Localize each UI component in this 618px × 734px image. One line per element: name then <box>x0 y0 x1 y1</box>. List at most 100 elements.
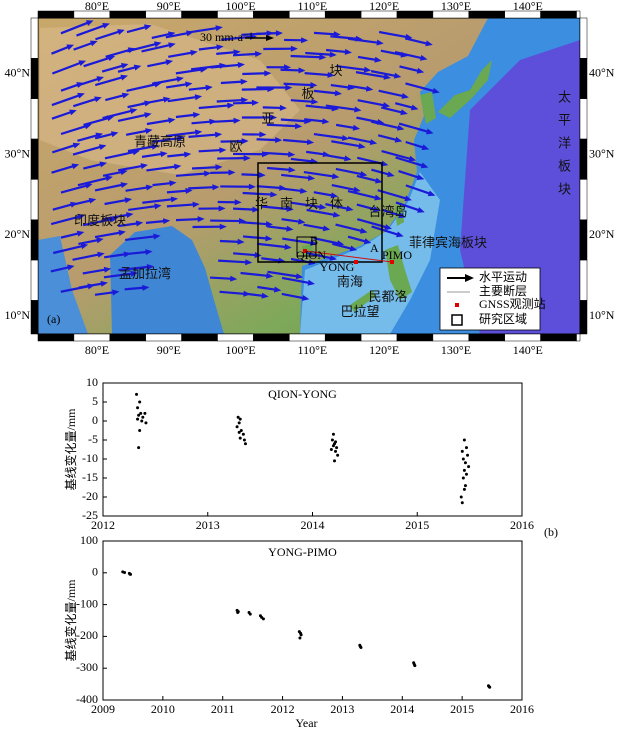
velocity-arrow <box>101 64 125 73</box>
velocity-arrow <box>347 136 373 144</box>
velocity-arrow-head <box>190 49 198 56</box>
velocity-arrow <box>151 77 180 85</box>
velocity-arrow <box>281 173 311 180</box>
velocity-arrow-head <box>145 249 153 256</box>
velocity-arrow <box>50 265 70 273</box>
taiwan <box>395 200 404 226</box>
velocity-arrow-head <box>194 94 203 101</box>
velocity-arrow <box>175 172 207 177</box>
y-tick-label: 10 <box>86 375 98 389</box>
velocity-arrow <box>167 153 187 158</box>
velocity-arrow <box>102 109 133 120</box>
velocity-arrow <box>95 30 121 41</box>
velocity-arrow <box>52 203 74 211</box>
site-label: QION <box>296 248 326 262</box>
velocity-arrow-head <box>90 40 98 47</box>
legend-label: 研究区域 <box>479 311 527 326</box>
data-point <box>459 495 463 499</box>
velocity-arrow <box>371 225 400 237</box>
velocity-arrow-head <box>417 207 425 213</box>
velocity-arrow-head <box>387 171 395 178</box>
frame-band <box>579 259 588 301</box>
velocity-arrow <box>94 183 124 192</box>
velocity-arrow-head <box>258 172 266 179</box>
velocity-arrow <box>304 118 325 123</box>
velocity-arrow <box>261 257 281 262</box>
data-point <box>237 421 241 425</box>
velocity-arrow-head <box>105 175 113 182</box>
velocity-arrow-head <box>85 20 94 26</box>
velocity-arrow <box>141 43 172 53</box>
data-point <box>140 419 144 423</box>
frame-band <box>30 219 39 261</box>
velocity-arrow <box>398 122 430 134</box>
frame-band <box>324 333 362 342</box>
data-point <box>248 612 252 616</box>
velocity-arrow-head <box>380 160 389 167</box>
y-tick-label: -300 <box>76 660 98 674</box>
y-tick-label: -200 <box>76 628 98 642</box>
velocity-arrow-head <box>344 155 352 162</box>
velocity-arrow-head <box>107 55 116 62</box>
small-box <box>296 236 317 257</box>
velocity-arrow-head <box>329 51 337 58</box>
velocity-arrow-head <box>243 155 251 162</box>
velocity-arrow <box>335 167 363 176</box>
velocity-arrow-head <box>204 170 212 177</box>
frame-band <box>579 219 588 261</box>
plateau <box>40 24 300 175</box>
velocity-arrow <box>191 166 218 170</box>
velocity-arrow-head <box>130 270 138 277</box>
frame-band <box>579 138 588 180</box>
data-point <box>488 685 492 689</box>
baseline <box>305 250 393 263</box>
frame-band <box>432 333 470 342</box>
velocity-arrow-head <box>349 245 358 252</box>
velocity-arrow <box>303 223 326 230</box>
velocity-arrow <box>151 32 171 40</box>
velocity-arrow <box>102 170 124 177</box>
y-tick-label: -5 <box>88 432 98 446</box>
frame-band <box>30 138 39 180</box>
velocity-arrow <box>78 238 99 246</box>
velocity-arrow <box>126 83 157 92</box>
velocity-arrow-head <box>241 97 249 104</box>
velocity-arrow <box>357 55 378 62</box>
velocity-arrow-head <box>299 187 308 194</box>
velocity-arrow-head <box>363 238 372 245</box>
velocity-arrow <box>77 133 99 142</box>
velocity-arrow <box>72 97 98 108</box>
velocity-arrow <box>256 242 287 249</box>
velocity-arrow-head <box>71 163 80 170</box>
velocity-arrow <box>282 187 303 193</box>
velocity-arrow-head <box>142 284 150 291</box>
velocity-arrow-head <box>99 161 108 168</box>
velocity-arrow-head <box>214 131 223 138</box>
velocity-arrow-head <box>396 124 405 131</box>
data-point <box>336 453 340 457</box>
velocity-arrow-head <box>310 82 318 89</box>
velocity-arrow-head <box>252 206 260 213</box>
velocity-arrow-head <box>96 76 105 82</box>
velocity-arrow <box>398 170 420 179</box>
velocity-arrow <box>399 65 420 73</box>
data-point <box>463 484 467 488</box>
frame-band <box>30 179 39 220</box>
data-point <box>236 415 240 419</box>
velocity-arrow-head <box>332 211 341 218</box>
velocity-arrow-head <box>394 136 403 143</box>
velocity-arrow <box>331 183 357 192</box>
velocity-arrow-head <box>301 37 309 44</box>
velocity-arrow-head <box>290 45 298 52</box>
legend-area <box>451 314 463 326</box>
region-label: 青藏高原 <box>134 134 186 149</box>
velocity-arrow <box>125 235 156 242</box>
velocity-arrow <box>233 252 257 257</box>
velocity-arrow-head <box>163 96 171 103</box>
pacific-plate-label: 太平洋板块 <box>556 90 571 205</box>
velocity-arrow <box>281 218 301 223</box>
velocity-arrow <box>280 118 307 123</box>
velocity-arrow <box>355 71 387 79</box>
velocity-arrow <box>72 145 102 156</box>
plot-frame <box>102 382 523 517</box>
